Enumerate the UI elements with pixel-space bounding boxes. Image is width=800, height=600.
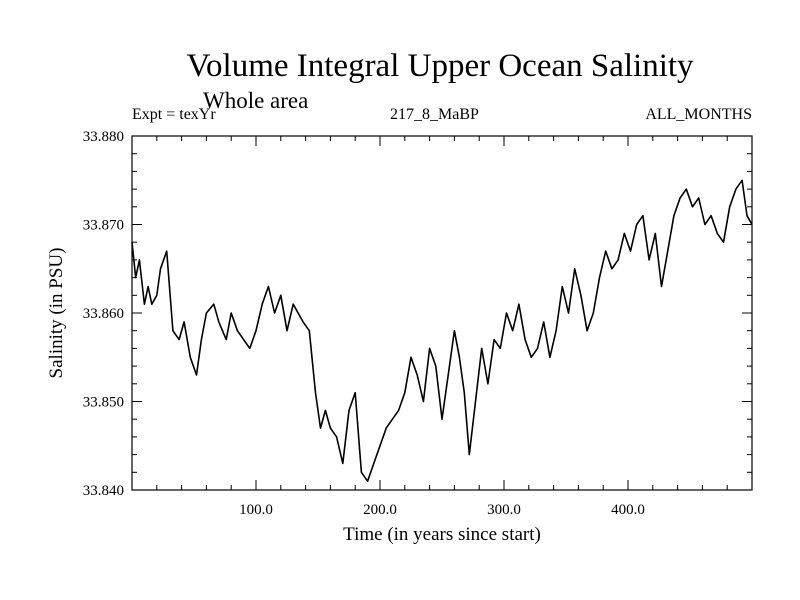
- salinity-series-line: [131, 179, 753, 483]
- axis-ticks: 100.0 200.0 300.0 400.0 33.840 33.850 33.860 33…: [83, 129, 752, 518]
- y-tick-label: 33.860: [83, 306, 124, 322]
- y-axis-label: Salinity (in PSU): [46, 248, 67, 379]
- months-label: ALL_MONTHS: [645, 106, 752, 123]
- plot-area: [131, 179, 753, 483]
- y-tick-label: 33.880: [83, 129, 124, 145]
- x-tick-label: 300.0: [487, 502, 521, 518]
- x-tick-label: 100.0: [239, 502, 273, 518]
- chart-subtitle: Whole area: [203, 88, 309, 113]
- y-tick-label: 33.840: [83, 483, 124, 499]
- y-tick-label: 33.850: [83, 395, 124, 411]
- x-tick-label: 200.0: [363, 502, 397, 518]
- plot-frame: [131, 135, 753, 491]
- x-axis-label: Time (in years since start): [343, 524, 541, 545]
- x-tick-label: 400.0: [611, 502, 645, 518]
- y-tick-label: 33.870: [83, 218, 124, 234]
- experiment-label: Expt = texYr: [132, 106, 216, 123]
- chart-title: Volume Integral Upper Ocean Salinity: [186, 48, 694, 84]
- run-label: 217_8_MaBP: [390, 106, 479, 123]
